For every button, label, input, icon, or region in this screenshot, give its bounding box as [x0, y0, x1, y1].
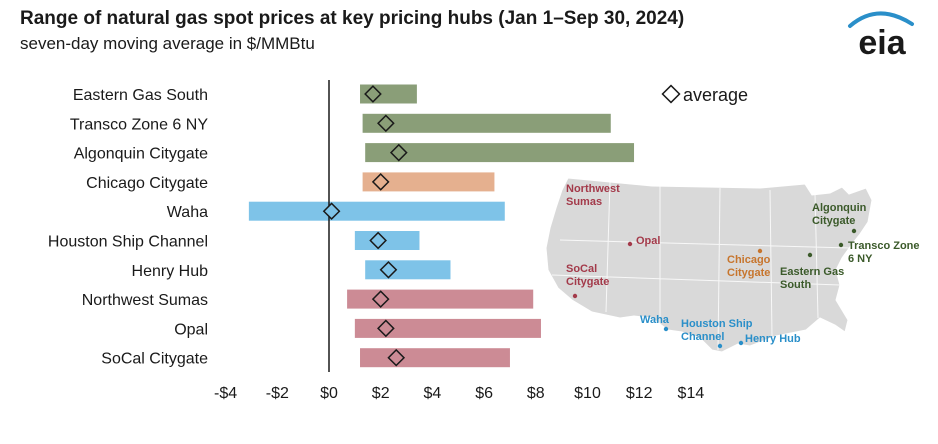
map-dot: [807, 252, 813, 258]
average-marker: [371, 290, 390, 308]
range-bar: [354, 318, 541, 338]
average-marker: [377, 319, 395, 338]
category-labels: Eastern Gas South Transco Zone 6 NY Algonq…: [48, 87, 208, 368]
x-tick-label: -$4: [214, 385, 237, 402]
average-marker: [379, 260, 398, 279]
range-bar: [347, 289, 534, 309]
map-label-transco-zone-6-ny: 6 NY: [848, 253, 873, 265]
map-label-northwest-sumas: Northwest: [566, 183, 620, 195]
range-bar: [354, 231, 420, 250]
x-axis: -$4 -$2 $0 $2 $4 $6 $8 $10 $12 $14: [214, 385, 704, 402]
category-label: Henry Hub: [132, 263, 209, 280]
range-bar: [360, 348, 510, 368]
range-bar: [365, 260, 451, 280]
map-label-chicago-citygate: Citygate: [727, 267, 770, 279]
average-marker: [377, 114, 395, 133]
x-tick-label: $2: [372, 385, 390, 402]
map-dot: [738, 340, 744, 346]
x-tick-label: $6: [475, 385, 493, 402]
x-tick-label: $12: [626, 385, 653, 402]
category-label: Opal: [174, 321, 208, 338]
map-label-algonquin-citygate: Citygate: [812, 215, 855, 227]
map-label-northwest-sumas: Sumas: [566, 196, 602, 208]
map-label-henry-hub: Henry Hub: [745, 333, 801, 345]
map-label-socal-citygate: SoCal: [566, 263, 597, 275]
map-dot: [851, 228, 857, 234]
category-label: Houston Ship Channel: [48, 234, 208, 251]
map-dot: [663, 326, 669, 332]
range-bar: [362, 113, 611, 133]
x-tick-label: $0: [320, 385, 338, 402]
x-tick-label: $14: [678, 385, 705, 402]
average-marker: [371, 173, 390, 191]
logo-text: eia: [858, 24, 906, 60]
x-tick-label: $4: [424, 385, 442, 402]
map-dot: [838, 242, 844, 248]
range-bar: [248, 201, 505, 221]
map-markers: NorthwestSumasOpalSoCalCitygateChicagoCi…: [566, 183, 920, 349]
x-tick-label: -$2: [266, 385, 289, 402]
map-label-houston-ship-channel: Houston Ship: [681, 318, 753, 330]
bar-layer: [248, 84, 635, 368]
average-marker: [322, 202, 341, 221]
range-bar: [365, 143, 635, 163]
map-label-socal-citygate: Citygate: [566, 276, 609, 288]
legend: average: [661, 84, 748, 105]
average-marker: [364, 85, 382, 103]
us-map-shape: [545, 177, 873, 353]
map-label-chicago-citygate: Chicago: [727, 254, 771, 266]
range-bar: [362, 172, 495, 192]
x-tick-label: $10: [574, 385, 601, 402]
map-dot: [717, 343, 723, 349]
category-label: Northwest Sumas: [82, 292, 208, 309]
category-label: SoCal Citygate: [101, 351, 208, 368]
map-label-transco-zone-6-ny: Transco Zone: [848, 240, 920, 252]
eia-logo-icon: eia: [848, 11, 914, 60]
category-label: Algonquin Citygate: [74, 146, 208, 163]
legend-label: average: [683, 85, 748, 105]
average-marker: [389, 143, 408, 162]
chart-title: Range of natural gas spot prices at key …: [20, 8, 685, 29]
average-marker: [387, 348, 406, 367]
map-label-houston-ship-channel: Channel: [681, 331, 724, 343]
map-label-eastern-gas-south: Eastern Gas: [780, 266, 844, 278]
map-dot: [627, 241, 633, 247]
x-tick-label: $8: [527, 385, 545, 402]
legend-diamond-icon: [661, 84, 681, 104]
map-dot: [572, 293, 578, 299]
category-label: Chicago Citygate: [86, 175, 208, 192]
average-layer: [322, 85, 408, 367]
map-dot: [757, 248, 763, 254]
map-label-waha: Waha: [640, 314, 670, 326]
map-label-opal: Opal: [636, 235, 660, 247]
category-label: Waha: [167, 204, 208, 221]
map-label-algonquin-citygate: Algonquin: [812, 202, 867, 214]
average-marker: [369, 231, 387, 250]
us-map: [545, 177, 873, 353]
map-label-eastern-gas-south: South: [780, 279, 811, 291]
category-label: Eastern Gas South: [73, 87, 208, 104]
chart-subtitle: seven-day moving average in $/MMBtu: [20, 34, 315, 53]
category-label: Transco Zone 6 NY: [70, 116, 208, 133]
